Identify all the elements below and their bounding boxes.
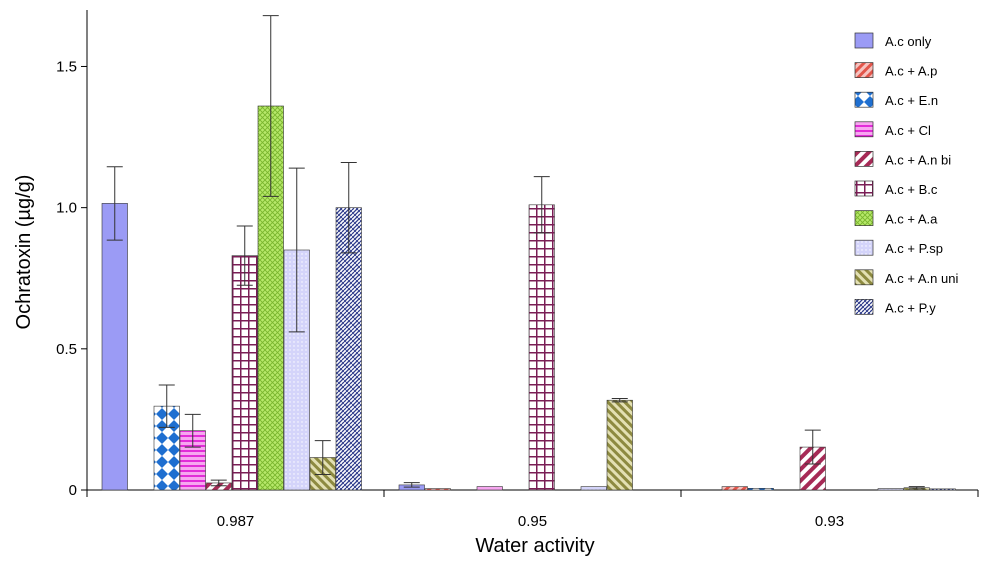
legend-swatch: [854, 32, 874, 49]
legend-label: A.c + A.n bi: [885, 152, 951, 167]
y-tick-label: 0.5: [56, 341, 77, 358]
bar: [877, 488, 904, 491]
legend-label: A.c + P.sp: [885, 241, 943, 256]
legend: A.c only A.c + A.p A.c + E.n A.c + Cl A.c + …: [854, 32, 958, 315]
bar: [929, 488, 956, 491]
bar: [747, 488, 774, 491]
x-tick-label: 0.987: [217, 513, 255, 530]
legend-label: A.c + E.n: [885, 93, 938, 108]
bar: [580, 486, 607, 491]
legend-swatch: [854, 62, 874, 78]
y-tick-label: 1.0: [56, 200, 77, 217]
x-tick-label: 0.93: [815, 513, 844, 530]
legend-swatch: [854, 299, 874, 315]
legend-label: A.c + A.a: [885, 212, 938, 227]
bar: [231, 255, 258, 491]
bar: [476, 486, 503, 491]
legend-label: A.c only: [885, 34, 932, 49]
legend-swatch: [854, 210, 874, 226]
legend-label: A.c + Cl: [885, 123, 931, 138]
legend-swatch: [854, 239, 874, 256]
x-tick-label: 0.95: [518, 513, 547, 530]
x-axis-title: Water activity: [475, 535, 594, 557]
bar: [606, 399, 633, 491]
bar: [721, 486, 748, 491]
bar: [528, 204, 555, 491]
legend-label: A.c + P.y: [885, 300, 936, 315]
bar: [424, 488, 451, 491]
y-axis-title: Ochratoxin (µg/g): [13, 175, 35, 330]
bar: [101, 203, 128, 491]
legend-label: A.c + A.n uni: [885, 271, 958, 286]
legend-label: A.c + B.c: [885, 182, 938, 197]
legend-label: A.c + A.p: [885, 64, 937, 79]
legend-swatch: [854, 151, 874, 167]
y-tick-label: 1.5: [56, 58, 77, 75]
legend-swatch: [854, 180, 874, 197]
legend-swatch: [854, 121, 874, 138]
legend-swatch: [854, 269, 874, 286]
bar: [335, 207, 362, 491]
legend-swatch: [854, 91, 874, 108]
y-tick-label: 0: [69, 482, 77, 499]
